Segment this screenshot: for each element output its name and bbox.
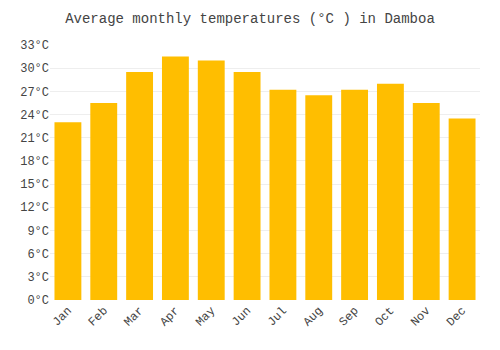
svg-text:12°C: 12°C	[20, 201, 49, 215]
svg-text:9°C: 9°C	[27, 225, 49, 239]
svg-text:0°C: 0°C	[27, 294, 49, 308]
svg-text:30°C: 30°C	[20, 62, 49, 76]
svg-text:Mar: Mar	[121, 304, 146, 329]
svg-text:Jul: Jul	[265, 304, 290, 329]
svg-text:Average monthly temperatures (: Average monthly temperatures (°C ) in Da…	[65, 11, 435, 27]
svg-text:Aug: Aug	[301, 304, 326, 329]
svg-text:Nov: Nov	[408, 304, 433, 329]
svg-text:33°C: 33°C	[20, 39, 49, 53]
svg-text:3°C: 3°C	[27, 271, 49, 285]
svg-text:Jun: Jun	[229, 304, 254, 329]
svg-text:6°C: 6°C	[27, 248, 49, 262]
svg-text:May: May	[193, 304, 218, 329]
svg-text:Sep: Sep	[336, 304, 361, 329]
svg-text:Apr: Apr	[157, 304, 182, 329]
svg-text:27°C: 27°C	[20, 86, 49, 100]
svg-text:24°C: 24°C	[20, 109, 49, 123]
svg-text:15°C: 15°C	[20, 178, 49, 192]
svg-text:21°C: 21°C	[20, 132, 49, 146]
svg-text:Jan: Jan	[50, 304, 75, 329]
svg-text:18°C: 18°C	[20, 155, 49, 169]
svg-text:Feb: Feb	[86, 304, 111, 329]
svg-text:Dec: Dec	[444, 304, 469, 329]
svg-text:Oct: Oct	[372, 304, 397, 329]
